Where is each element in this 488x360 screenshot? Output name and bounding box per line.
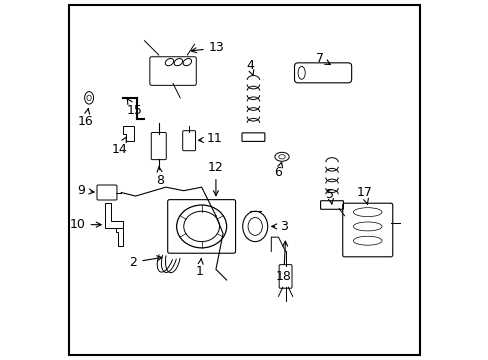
Text: 7: 7 — [315, 52, 329, 65]
Text: 8: 8 — [156, 167, 164, 186]
Text: 9: 9 — [78, 184, 94, 197]
Text: 16: 16 — [78, 109, 93, 127]
Text: 13: 13 — [191, 41, 224, 54]
Text: 17: 17 — [355, 186, 371, 204]
Text: 6: 6 — [274, 162, 282, 179]
Text: 4: 4 — [245, 59, 253, 75]
Text: 2: 2 — [129, 256, 162, 269]
Text: 1: 1 — [196, 259, 203, 278]
Text: 14: 14 — [111, 137, 127, 156]
Text: 5: 5 — [325, 188, 334, 204]
Text: 12: 12 — [207, 161, 224, 195]
Text: 18: 18 — [275, 241, 291, 283]
Text: 15: 15 — [126, 99, 142, 117]
Text: 11: 11 — [198, 132, 223, 145]
Text: 3: 3 — [271, 220, 287, 233]
Text: 10: 10 — [69, 218, 101, 231]
